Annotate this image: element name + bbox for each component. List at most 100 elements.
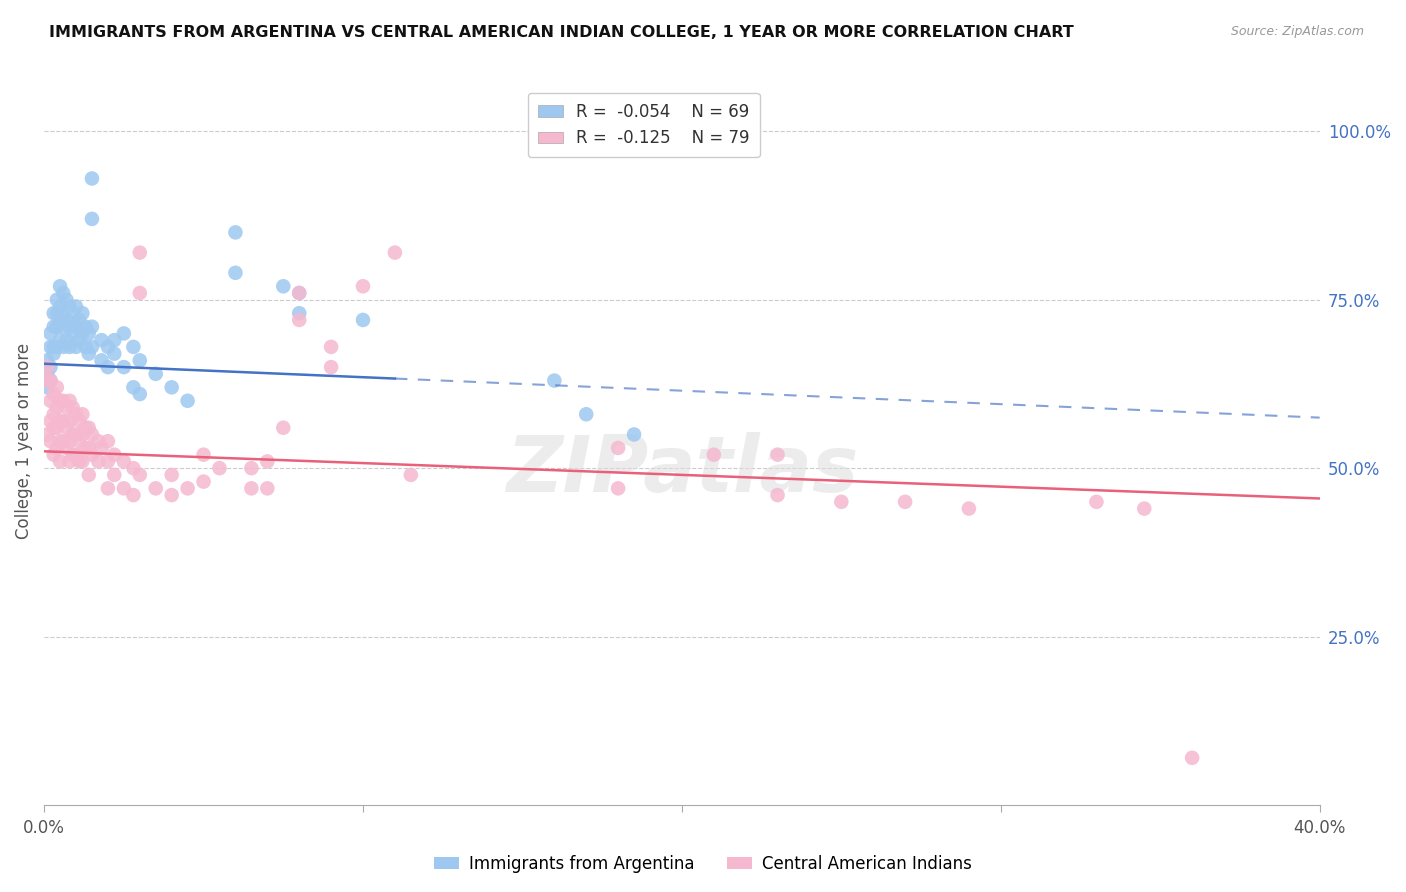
Point <box>112 360 135 375</box>
Point <box>160 380 183 394</box>
Point <box>128 353 150 368</box>
Point <box>77 441 100 455</box>
Point <box>49 333 72 347</box>
Point <box>80 171 103 186</box>
Point <box>42 319 65 334</box>
Point <box>193 448 215 462</box>
Point <box>271 279 294 293</box>
Point <box>87 434 110 449</box>
Point <box>65 448 87 462</box>
Point <box>1181 751 1204 765</box>
Point <box>37 367 59 381</box>
Point <box>39 393 62 408</box>
Point <box>59 300 82 314</box>
Point <box>42 306 65 320</box>
Point <box>62 427 84 442</box>
Point <box>75 340 97 354</box>
Point <box>90 441 112 455</box>
Point <box>67 454 90 468</box>
Point <box>103 467 125 482</box>
Point <box>256 454 278 468</box>
Point <box>39 360 62 375</box>
Point <box>1133 501 1156 516</box>
Point <box>288 285 311 300</box>
Point <box>52 393 75 408</box>
Point <box>72 326 94 341</box>
Point <box>128 285 150 300</box>
Point <box>97 360 120 375</box>
Point <box>59 340 82 354</box>
Point <box>39 434 62 449</box>
Point <box>122 380 145 394</box>
Point <box>49 434 72 449</box>
Point <box>319 360 342 375</box>
Point <box>65 427 87 442</box>
Point <box>39 340 62 354</box>
Point <box>112 454 135 468</box>
Point <box>45 293 67 307</box>
Point <box>319 340 342 354</box>
Y-axis label: College, 1 year or more: College, 1 year or more <box>15 343 32 540</box>
Point <box>80 427 103 442</box>
Point <box>1085 495 1108 509</box>
Point <box>45 401 67 415</box>
Point <box>80 340 103 354</box>
Point <box>75 441 97 455</box>
Text: IMMIGRANTS FROM ARGENTINA VS CENTRAL AMERICAN INDIAN COLLEGE, 1 YEAR OR MORE COR: IMMIGRANTS FROM ARGENTINA VS CENTRAL AME… <box>49 25 1074 40</box>
Point <box>623 427 645 442</box>
Point <box>39 374 62 388</box>
Point <box>49 300 72 314</box>
Point <box>45 441 67 455</box>
Point <box>224 266 246 280</box>
Point <box>77 346 100 360</box>
Point <box>97 434 120 449</box>
Point <box>72 306 94 320</box>
Point <box>45 319 67 334</box>
Point <box>103 333 125 347</box>
Text: ZIPatlas: ZIPatlas <box>506 433 858 508</box>
Point <box>59 434 82 449</box>
Point <box>90 353 112 368</box>
Point <box>160 488 183 502</box>
Point <box>77 326 100 341</box>
Legend: Immigrants from Argentina, Central American Indians: Immigrants from Argentina, Central Ameri… <box>427 848 979 880</box>
Point <box>103 448 125 462</box>
Point <box>72 427 94 442</box>
Point <box>160 467 183 482</box>
Point <box>352 313 374 327</box>
Point <box>240 481 263 495</box>
Point <box>103 346 125 360</box>
Legend: R =  -0.054    N = 69, R =  -0.125    N = 79: R = -0.054 N = 69, R = -0.125 N = 79 <box>527 93 759 157</box>
Point <box>766 448 789 462</box>
Point <box>55 293 77 307</box>
Point <box>55 401 77 415</box>
Point <box>52 306 75 320</box>
Point <box>39 326 62 341</box>
Point <box>42 407 65 421</box>
Point <box>49 313 72 327</box>
Point <box>288 313 311 327</box>
Point <box>87 454 110 468</box>
Point <box>65 319 87 334</box>
Point <box>208 461 231 475</box>
Point <box>37 380 59 394</box>
Point <box>42 421 65 435</box>
Point <box>288 285 311 300</box>
Point <box>607 481 630 495</box>
Point <box>52 414 75 428</box>
Point <box>128 245 150 260</box>
Point <box>256 481 278 495</box>
Point <box>72 407 94 421</box>
Point <box>122 488 145 502</box>
Point <box>59 393 82 408</box>
Point <box>240 461 263 475</box>
Point <box>80 448 103 462</box>
Point <box>894 495 917 509</box>
Point <box>45 421 67 435</box>
Point <box>75 319 97 334</box>
Point <box>145 367 167 381</box>
Point <box>59 414 82 428</box>
Point <box>128 387 150 401</box>
Point <box>49 279 72 293</box>
Point <box>42 340 65 354</box>
